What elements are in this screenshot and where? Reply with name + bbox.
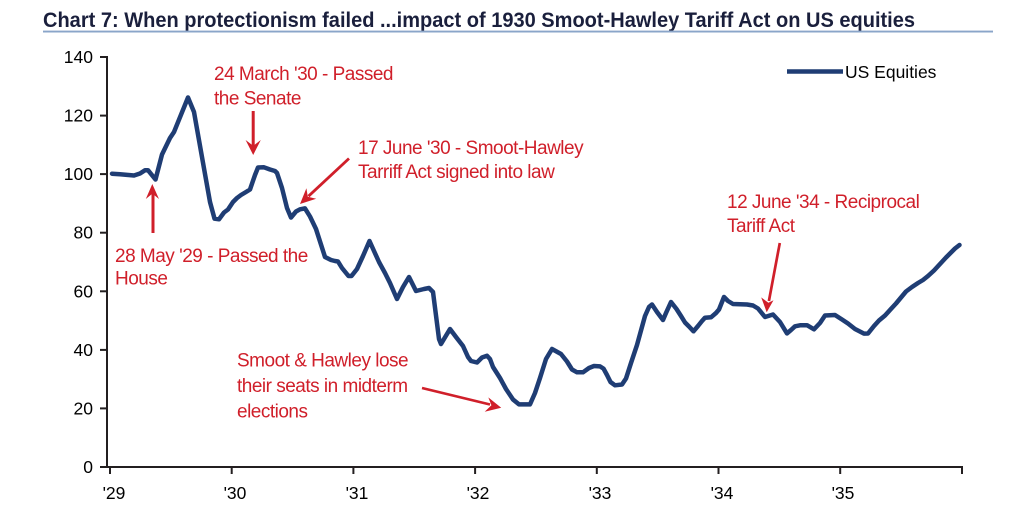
- svg-text:100: 100: [64, 164, 93, 184]
- svg-text:17 June '30 - Smoot-Hawley: 17 June '30 - Smoot-Hawley: [358, 138, 584, 159]
- svg-text:140: 140: [64, 47, 93, 67]
- svg-text:20: 20: [74, 398, 94, 418]
- svg-text:40: 40: [74, 340, 94, 360]
- svg-text:Tariff Act: Tariff Act: [727, 216, 796, 237]
- svg-text:elections: elections: [237, 402, 308, 423]
- svg-text:60: 60: [74, 281, 94, 301]
- svg-text:12 June '34 - Reciprocal: 12 June '34 - Reciprocal: [727, 192, 919, 213]
- svg-text:24 March '30 - Passed: 24 March '30 - Passed: [214, 64, 393, 85]
- svg-text:80: 80: [74, 223, 94, 243]
- svg-text:'33: '33: [589, 483, 612, 503]
- svg-text:28 May '29 - Passed the: 28 May '29 - Passed the: [115, 246, 308, 267]
- svg-text:US Equities: US Equities: [845, 62, 937, 82]
- svg-text:Tarriff Act signed into law: Tarriff Act signed into law: [358, 162, 555, 183]
- svg-text:'34: '34: [711, 483, 734, 503]
- svg-text:'32: '32: [467, 483, 490, 503]
- svg-text:their seats in midterm: their seats in midterm: [237, 376, 408, 397]
- svg-text:House: House: [115, 269, 167, 290]
- svg-text:120: 120: [64, 106, 93, 126]
- svg-text:'29: '29: [103, 483, 126, 503]
- svg-text:'35: '35: [832, 483, 855, 503]
- svg-text:the Senate: the Senate: [214, 89, 301, 110]
- svg-text:0: 0: [83, 457, 93, 477]
- svg-text:'31: '31: [346, 483, 369, 503]
- svg-text:Chart 7: When protectionism fa: Chart 7: When protectionism failed ...im…: [43, 8, 915, 32]
- svg-text:Smoot & Hawley lose: Smoot & Hawley lose: [237, 351, 408, 372]
- svg-text:'30: '30: [224, 483, 247, 503]
